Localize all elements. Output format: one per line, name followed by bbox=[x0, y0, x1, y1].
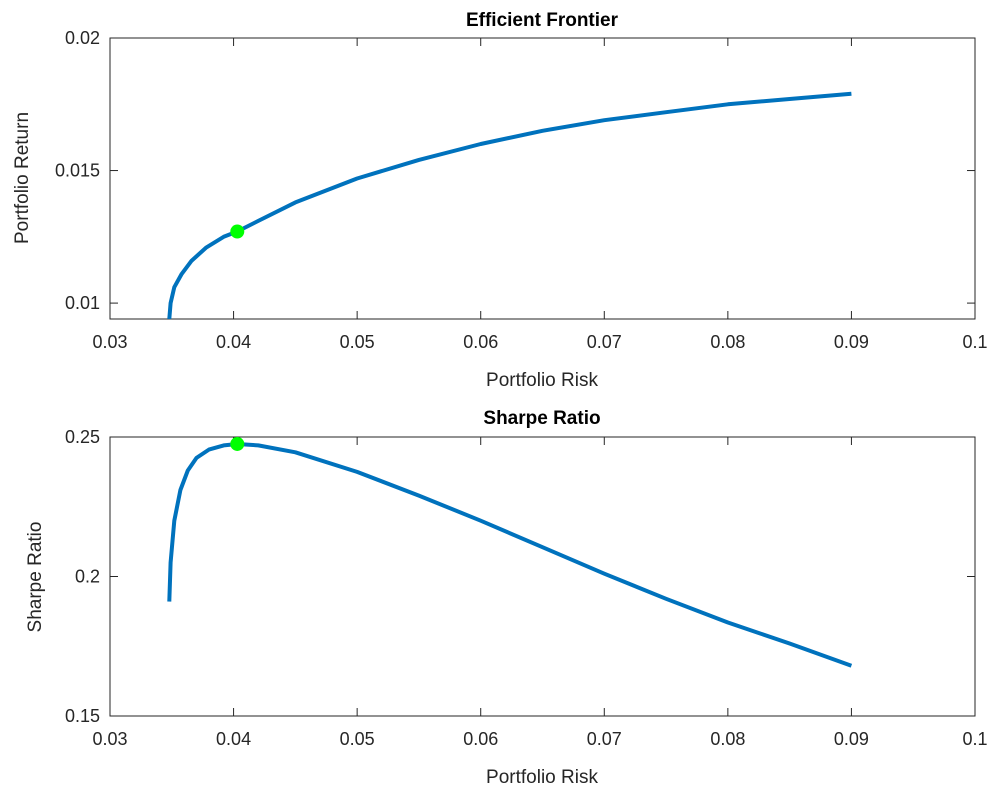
chart-title: Efficient Frontier bbox=[466, 10, 619, 31]
x-axis-label: Portfolio Risk bbox=[486, 370, 598, 391]
y-axis-label: Portfolio Return bbox=[12, 112, 33, 244]
x-tick-label: 0.04 bbox=[216, 729, 251, 749]
sharpe-ratio-plot: Sharpe Ratio 0.03 0.04 0.05 0.06 0.07 0.08 0.0… bbox=[25, 408, 988, 788]
x-tick-label: 0.05 bbox=[340, 332, 375, 352]
y-tick-label: 0.01 bbox=[65, 293, 100, 313]
x-tick-label: 0.08 bbox=[710, 729, 745, 749]
optimal-portfolio-marker bbox=[230, 224, 245, 239]
y-tick-label: 0.02 bbox=[65, 28, 100, 48]
x-tick-label: 0.09 bbox=[834, 332, 869, 352]
x-tick-label: 0.03 bbox=[92, 332, 127, 352]
efficient-frontier-plot: Efficient Frontier 0.03 0.04 0.05 0.06 0.07 0… bbox=[12, 10, 988, 391]
x-tick-label: 0.06 bbox=[463, 332, 498, 352]
max-sharpe-marker bbox=[230, 436, 245, 451]
y-tick-label: 0.15 bbox=[65, 706, 100, 726]
axis-ticks: 0.03 0.04 0.05 0.06 0.07 0.08 0.09 0.1 0.01 0.015… bbox=[55, 28, 988, 352]
axes-box bbox=[109, 37, 976, 320]
axis-ticks: 0.03 0.04 0.05 0.06 0.07 0.08 0.09 0.1 0.15 0.2 0.… bbox=[65, 427, 988, 749]
chart-title: Sharpe Ratio bbox=[483, 408, 600, 429]
y-tick-label: 0.2 bbox=[75, 567, 100, 587]
x-tick-label: 0.07 bbox=[587, 729, 622, 749]
y-axis-label: Sharpe Ratio bbox=[25, 522, 46, 633]
series-line bbox=[167, 442, 853, 668]
x-tick-label: 0.08 bbox=[710, 332, 745, 352]
x-tick-label: 0.1 bbox=[962, 729, 987, 749]
y-tick-label: 0.25 bbox=[65, 427, 100, 447]
series-line bbox=[167, 91, 852, 320]
x-tick-label: 0.05 bbox=[340, 729, 375, 749]
x-tick-label: 0.06 bbox=[463, 729, 498, 749]
x-tick-label: 0.03 bbox=[92, 729, 127, 749]
x-tick-label: 0.1 bbox=[962, 332, 987, 352]
x-tick-label: 0.07 bbox=[587, 332, 622, 352]
x-tick-label: 0.09 bbox=[834, 729, 869, 749]
x-tick-label: 0.04 bbox=[216, 332, 251, 352]
axes-box bbox=[109, 436, 976, 717]
y-tick-label: 0.015 bbox=[55, 161, 100, 181]
x-axis-label: Portfolio Risk bbox=[486, 767, 598, 788]
